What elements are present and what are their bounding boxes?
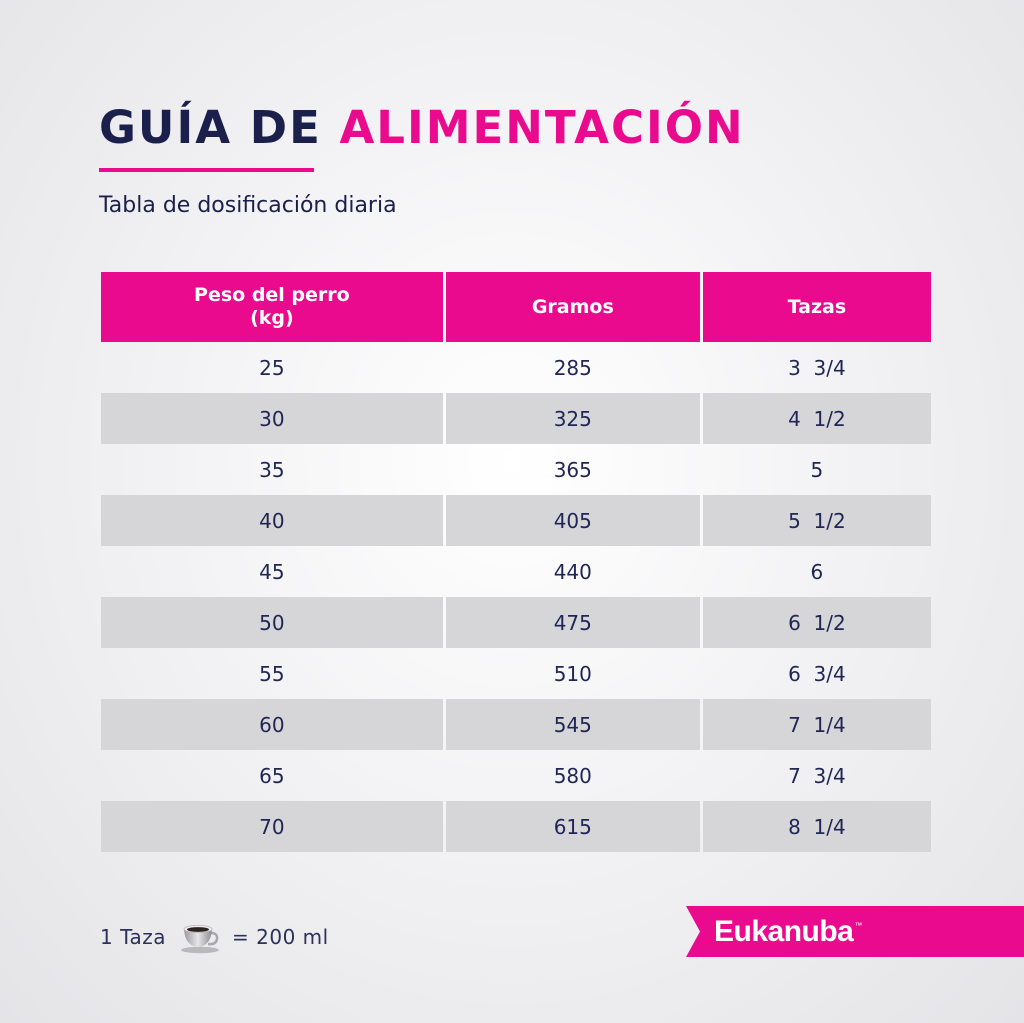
table-row: 50 475 6 1/2 (101, 597, 931, 648)
cell-grams: 405 (445, 495, 700, 546)
table-row: 70 615 8 1/4 (101, 801, 931, 852)
brand-name: Eukanuba (714, 914, 854, 948)
table-header-row: Peso del perro (kg) Gramos Tazas (101, 272, 931, 342)
cell-grams: 545 (445, 699, 700, 750)
cup-label: 1 Taza (100, 925, 166, 949)
cell-weight: 70 (101, 801, 443, 852)
table-row: 55 510 6 3/4 (101, 648, 931, 699)
cell-cups: 3 3/4 (788, 355, 846, 380)
table-row: 45 440 6 (101, 546, 931, 597)
title-part-2: ALIMENTACIÓN (339, 101, 745, 154)
cup-volume: = 200 ml (232, 925, 329, 949)
header-weight: Peso del perro (kg) (101, 272, 443, 342)
header-cups: Tazas (702, 272, 931, 342)
cell-cups: 4 1/2 (702, 393, 931, 444)
cell-cups: 6 (810, 559, 824, 584)
cell-grams: 285 (553, 355, 592, 380)
cell-grams: 365 (553, 457, 592, 482)
eukanuba-logo: Eukanuba ™ (686, 906, 1024, 957)
cup-conversion-note: 1 Taza = 200 ml (100, 920, 329, 954)
cell-weight: 65 (259, 763, 285, 788)
table-row: 30 325 4 1/2 (101, 393, 931, 444)
cell-cups: 5 1/2 (702, 495, 931, 546)
subtitle: Tabla de dosificación diaria (99, 193, 397, 218)
table-row: 65 580 7 3/4 (101, 750, 931, 801)
cell-cups: 6 1/2 (702, 597, 931, 648)
dosage-table: Peso del perro (kg) Gramos Tazas 25 285 … (101, 272, 931, 852)
title-underline (99, 168, 314, 172)
cell-weight: 50 (101, 597, 443, 648)
cell-grams: 440 (553, 559, 592, 584)
cell-cups: 8 1/4 (702, 801, 931, 852)
cell-weight: 30 (101, 393, 443, 444)
cell-weight: 35 (259, 457, 285, 482)
cell-grams: 510 (553, 661, 592, 686)
table-row: 60 545 7 1/4 (101, 699, 931, 750)
cell-grams: 475 (445, 597, 700, 648)
cell-weight: 60 (101, 699, 443, 750)
table-row: 40 405 5 1/2 (101, 495, 931, 546)
cell-weight: 40 (101, 495, 443, 546)
cell-weight: 55 (259, 661, 285, 686)
header-grams: Gramos (445, 272, 700, 342)
cell-cups: 7 3/4 (788, 763, 846, 788)
trademark-symbol: ™ (854, 921, 863, 930)
cell-grams: 580 (553, 763, 592, 788)
cell-cups: 7 1/4 (702, 699, 931, 750)
table-row: 35 365 5 (101, 444, 931, 495)
coffee-cup-icon (181, 925, 219, 954)
cell-weight: 25 (259, 355, 285, 380)
cell-weight: 45 (259, 559, 285, 584)
cell-cups: 6 3/4 (788, 661, 846, 686)
cell-grams: 325 (445, 393, 700, 444)
cell-cups: 5 (810, 457, 824, 482)
page-title: GUÍA DE ALIMENTACIÓN (99, 98, 745, 158)
table-row: 25 285 3 3/4 (101, 342, 931, 393)
cell-grams: 615 (445, 801, 700, 852)
title-part-1: GUÍA DE (99, 101, 322, 154)
